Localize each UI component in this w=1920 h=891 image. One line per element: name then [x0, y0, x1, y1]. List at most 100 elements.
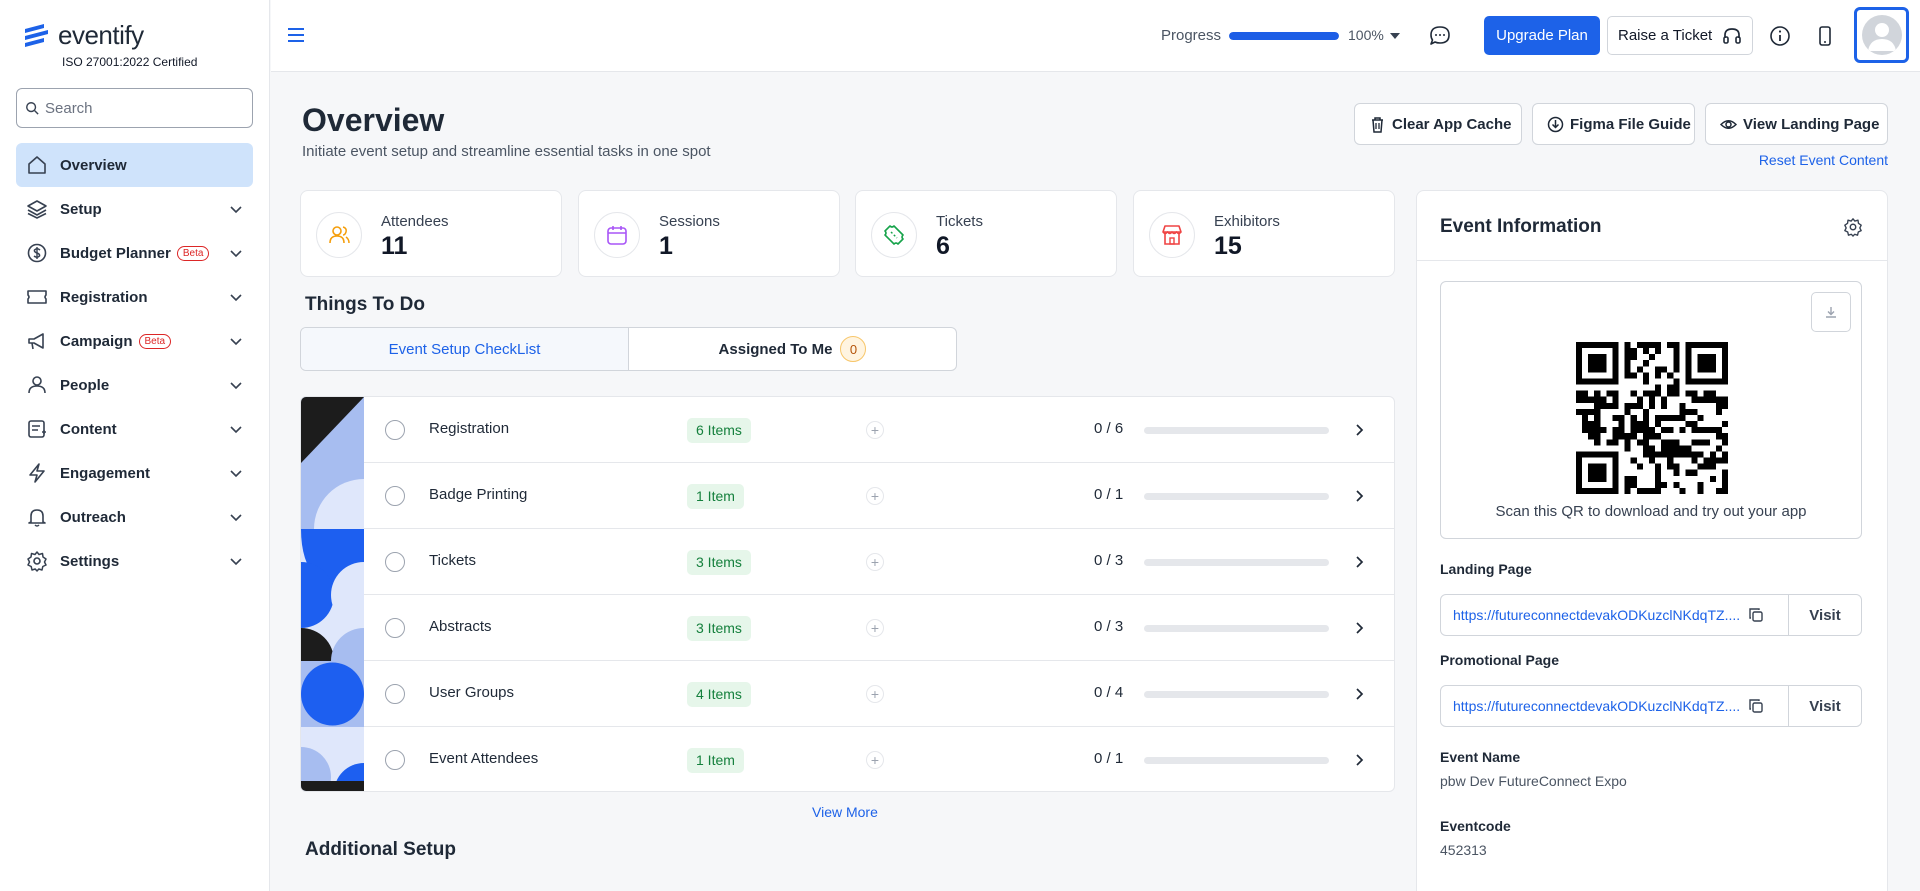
- chevron-right-icon[interactable]: [1352, 621, 1366, 635]
- row-radio[interactable]: [385, 420, 405, 440]
- sidebar-item-label: Engagement: [60, 464, 151, 482]
- stat-card-exhibitors[interactable]: Exhibitors 15: [1133, 190, 1395, 277]
- upgrade-plan-button[interactable]: Upgrade Plan: [1484, 16, 1600, 55]
- gear-icon[interactable]: [1843, 217, 1863, 237]
- row-progress-bar: [1144, 559, 1329, 566]
- row-progress-bar: [1144, 691, 1329, 698]
- stat-card-tickets[interactable]: Tickets 6: [855, 190, 1117, 277]
- figma-file-guide-button[interactable]: Figma File Guide: [1532, 103, 1695, 145]
- chevron-right-icon[interactable]: [1352, 489, 1366, 503]
- row-progress-bar: [1144, 625, 1329, 632]
- stat-card-attendees[interactable]: Attendees 11: [300, 190, 562, 277]
- user-silhouette-icon: [1867, 23, 1896, 51]
- caret-down-icon[interactable]: [1390, 32, 1400, 40]
- sidebar-item-overview[interactable]: Overview: [16, 143, 253, 187]
- promotional-page-url-field: https://futureconnectdevakODKuzclNKdqTZ.…: [1440, 685, 1862, 727]
- row-count: 0 / 3: [1094, 552, 1124, 569]
- row-items-badge: 3 Items: [687, 616, 751, 641]
- stat-label: Tickets: [936, 213, 983, 230]
- progress-label: Progress: [1161, 27, 1222, 44]
- sidebar-item-budget-planner[interactable]: Budget Planner Beta: [16, 231, 253, 275]
- row-radio[interactable]: [385, 552, 405, 572]
- calendar-icon: [594, 212, 640, 258]
- user-avatar-button[interactable]: [1854, 7, 1909, 63]
- tab-assigned-to-me[interactable]: Assigned To Me 0: [629, 328, 956, 370]
- sidebar-item-campaign[interactable]: Campaign Beta: [16, 319, 253, 363]
- add-item-icon[interactable]: +: [866, 685, 884, 703]
- sidebar-item-outreach[interactable]: Outreach: [16, 495, 253, 539]
- hamburger-menu-icon[interactable]: [287, 27, 305, 43]
- add-item-icon[interactable]: +: [866, 751, 884, 769]
- event-name-label: Event Name: [1440, 749, 1521, 765]
- row-radio[interactable]: [385, 486, 405, 506]
- row-items-badge: 3 Items: [687, 550, 751, 575]
- sidebar-item-setup[interactable]: Setup: [16, 187, 253, 231]
- reset-event-content-link[interactable]: Reset Event Content: [1758, 152, 1888, 168]
- qr-caption: Scan this QR to download and try out you…: [1495, 503, 1807, 520]
- promotional-page-url[interactable]: https://futureconnectdevakODKuzclNKdqTZ.…: [1453, 698, 1741, 714]
- chat-icon[interactable]: [1429, 25, 1451, 47]
- content-icon: [28, 420, 46, 438]
- row-count: 0 / 3: [1094, 618, 1124, 635]
- sidebar-item-settings[interactable]: Settings: [16, 539, 253, 583]
- view-landing-page-button[interactable]: View Landing Page: [1705, 103, 1888, 145]
- landing-page-label: Landing Page: [1440, 561, 1532, 577]
- landing-page-url-field: https://futureconnectdevakODKuzclNKdqTZ.…: [1440, 594, 1862, 636]
- clear-app-cache-button[interactable]: Clear App Cache: [1354, 103, 1522, 145]
- qr-download-button[interactable]: [1811, 292, 1851, 332]
- stat-card-sessions[interactable]: Sessions 1: [578, 190, 840, 277]
- chevron-down-icon: [230, 338, 242, 346]
- add-item-icon[interactable]: +: [866, 487, 884, 505]
- info-icon[interactable]: [1769, 25, 1791, 47]
- brand-name: eventify: [58, 20, 144, 50]
- stat-value: 15: [1214, 232, 1242, 260]
- gear-icon: [27, 551, 47, 572]
- beta-badge: Beta: [176, 245, 210, 261]
- event-information-title: Event Information: [1440, 216, 1602, 237]
- sidebar-item-people[interactable]: People: [16, 363, 253, 407]
- landing-page-url[interactable]: https://futureconnectdevakODKuzclNKdqTZ.…: [1453, 607, 1741, 623]
- chevron-down-icon: [230, 294, 242, 302]
- checklist-row[interactable]: Registration 6 Items +0 / 6: [364, 397, 1394, 463]
- store-icon: [1149, 212, 1195, 258]
- sidebar-item-registration[interactable]: Registration: [16, 275, 253, 319]
- copy-icon[interactable]: [1748, 607, 1764, 623]
- tab-event-setup-checklist[interactable]: Event Setup CheckList: [301, 328, 629, 370]
- sidebar-item-label: Outreach: [60, 508, 126, 526]
- checklist-row[interactable]: User Groups 4 Items +0 / 4: [364, 661, 1394, 727]
- row-radio[interactable]: [385, 684, 405, 704]
- headset-icon: [1723, 27, 1742, 44]
- stat-label: Exhibitors: [1214, 213, 1280, 230]
- sidebar-item-engagement[interactable]: Engagement: [16, 451, 253, 495]
- sidebar-item-label: Setup: [60, 200, 102, 218]
- brand[interactable]: eventify: [22, 20, 144, 51]
- promotional-visit-button[interactable]: Visit: [1788, 686, 1861, 726]
- mobile-phone-icon[interactable]: [1814, 25, 1836, 47]
- row-radio[interactable]: [385, 618, 405, 638]
- checklist-row[interactable]: Event Attendees 1 Item +0 / 1: [364, 727, 1394, 791]
- landing-visit-button[interactable]: Visit: [1788, 595, 1861, 635]
- checklist-row[interactable]: Tickets 3 Items +0 / 3: [364, 529, 1394, 595]
- view-more-link[interactable]: View More: [812, 804, 878, 820]
- chevron-right-icon[interactable]: [1352, 687, 1366, 701]
- beta-badge: Beta: [138, 333, 172, 349]
- raise-ticket-button[interactable]: Raise a Ticket: [1607, 16, 1753, 55]
- sidebar-item-content[interactable]: Content: [16, 407, 253, 451]
- row-radio[interactable]: [385, 750, 405, 770]
- eye-icon: [1720, 119, 1737, 129]
- checklist-row[interactable]: Abstracts 3 Items +0 / 3: [364, 595, 1394, 661]
- add-item-icon[interactable]: +: [866, 619, 884, 637]
- checklist-row[interactable]: Badge Printing 1 Item +0 / 1: [364, 463, 1394, 529]
- chevron-right-icon[interactable]: [1352, 423, 1366, 437]
- add-item-icon[interactable]: +: [866, 421, 884, 439]
- row-items-badge: 1 Item: [687, 748, 744, 773]
- search-input[interactable]: [45, 99, 245, 117]
- sidebar-item-label: Settings: [60, 552, 120, 570]
- copy-icon[interactable]: [1748, 698, 1764, 714]
- row-count: 0 / 4: [1094, 684, 1124, 701]
- megaphone-icon: [28, 333, 44, 350]
- chevron-right-icon[interactable]: [1352, 555, 1366, 569]
- row-name: Event Attendees: [429, 750, 539, 767]
- chevron-right-icon[interactable]: [1352, 753, 1366, 767]
- add-item-icon[interactable]: +: [866, 553, 884, 571]
